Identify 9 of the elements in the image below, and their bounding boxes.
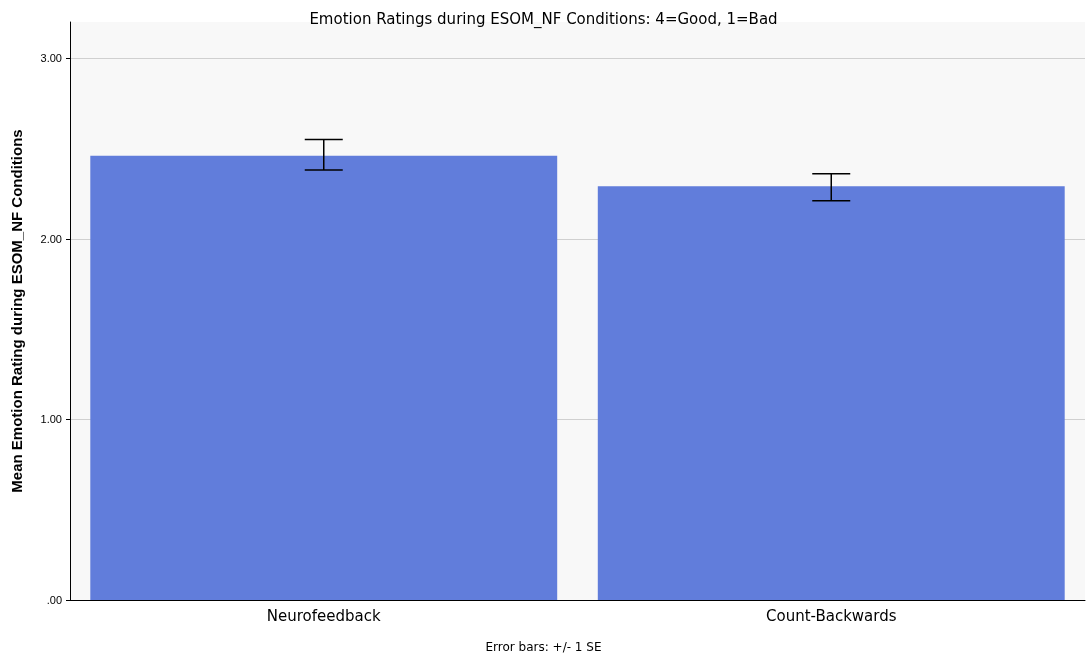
chart-title: Emotion Ratings during ESOM_NF Conditions: 4=Good, 1=Bad: [309, 9, 778, 29]
y-axis-title: Mean Emotion Rating during ESOM_NF Conditions: [8, 129, 25, 493]
y-tick-label: 2.00: [40, 232, 62, 245]
x-tick-label: Neurofeedback: [266, 606, 381, 625]
text: Error bars: +/- 1 SE: [485, 640, 602, 653]
y-tick-label: 1.00: [40, 413, 62, 426]
y-tick-label: 3.00: [40, 52, 62, 65]
y-tick-label: .00: [46, 594, 62, 606]
x-tick-label: Count-Backwards: [765, 606, 897, 625]
